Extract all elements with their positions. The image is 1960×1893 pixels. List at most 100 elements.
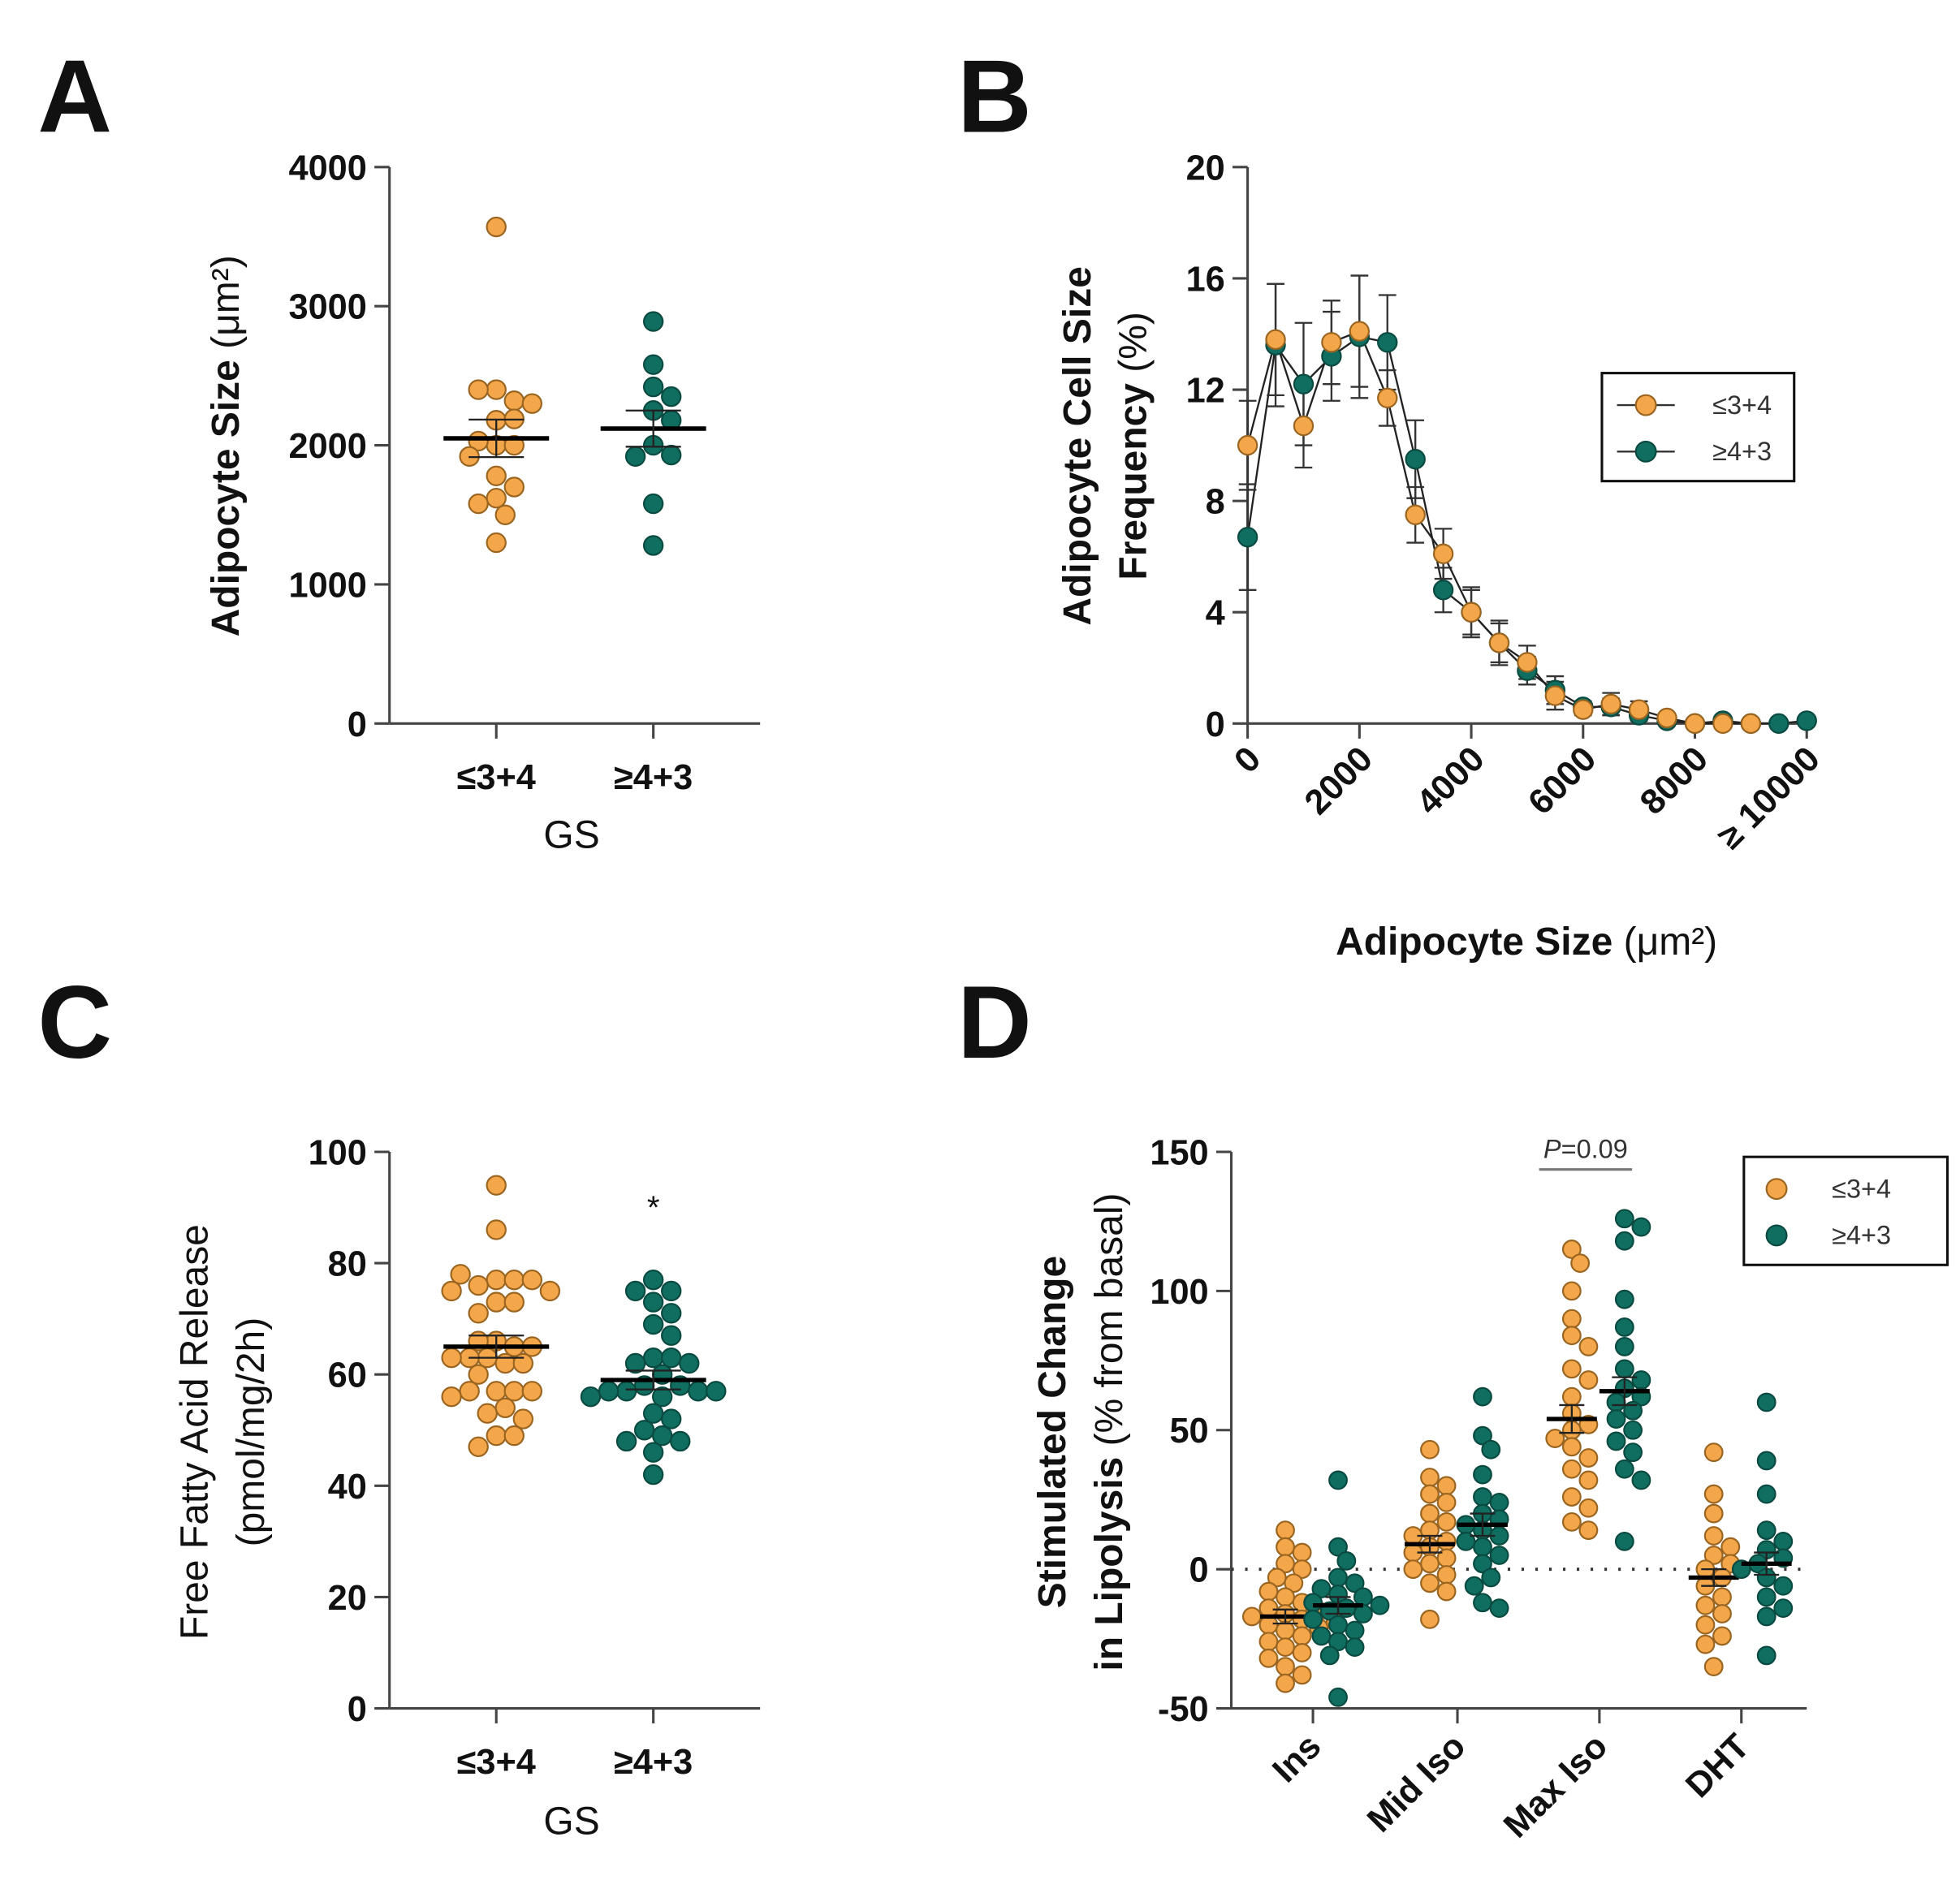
- data-point: [1461, 602, 1482, 623]
- panel-letter-b: B: [957, 38, 1032, 153]
- data-point: [1768, 713, 1789, 735]
- legend-marker: [1634, 394, 1657, 416]
- data-point: [1578, 1448, 1599, 1468]
- data-point: [512, 1408, 534, 1429]
- panel-b-ylabel-line2: Frequency (%): [1112, 312, 1155, 580]
- data-point: [1489, 1492, 1509, 1512]
- y-tick-label: 8: [1206, 483, 1225, 522]
- y-tick-label: 20: [1186, 149, 1225, 188]
- data-point: [1614, 1531, 1634, 1551]
- data-point: [1561, 1459, 1582, 1479]
- data-point: [1481, 1567, 1501, 1588]
- data-point: [1561, 1386, 1582, 1407]
- data-point: [642, 1347, 664, 1369]
- p-value: =0.09: [1561, 1135, 1628, 1164]
- panel-letter-a: A: [37, 38, 112, 153]
- data-point: [1436, 1476, 1457, 1496]
- data-point: [1695, 1595, 1716, 1615]
- y-tick-label: 100: [1150, 1273, 1208, 1312]
- data-point: [441, 1280, 462, 1302]
- data-point: [1456, 1531, 1476, 1551]
- data-point: [598, 1381, 620, 1402]
- data-point: [1303, 1593, 1323, 1613]
- data-point: [468, 1303, 489, 1324]
- data-point: [1473, 1554, 1492, 1574]
- data-point: [1578, 1337, 1599, 1356]
- data-point: [1614, 1209, 1634, 1229]
- data-point: [1473, 1487, 1492, 1507]
- data-point: [1345, 1637, 1365, 1658]
- data-point: [1703, 1526, 1724, 1546]
- data-point: [1703, 1442, 1724, 1463]
- y-tick-label: 0: [1206, 705, 1225, 744]
- data-point: [1684, 713, 1706, 735]
- data-point: [459, 1381, 480, 1402]
- y-tick-label: 40: [328, 1468, 367, 1507]
- data-point: [1631, 1470, 1651, 1490]
- data-point: [1606, 1431, 1626, 1451]
- data-point: [1606, 1409, 1626, 1429]
- y-tick-label: 150: [1150, 1133, 1208, 1172]
- data-point: [642, 1313, 664, 1335]
- data-point: [1703, 1484, 1724, 1504]
- data-point: [1328, 1470, 1348, 1490]
- data-point: [1703, 1546, 1724, 1565]
- legend-label: ≥4+3: [1712, 437, 1772, 466]
- data-point: [1370, 1595, 1390, 1615]
- data-point: [1345, 1620, 1365, 1641]
- data-point: [1377, 332, 1398, 353]
- panel-c-ylabel-line1: Free Fatty Acid Release: [173, 1224, 216, 1640]
- data-point: [1756, 1451, 1777, 1471]
- data-point: [642, 311, 664, 332]
- data-point: [1712, 713, 1733, 735]
- data-point: [1773, 1531, 1794, 1551]
- p-symbol: P: [1543, 1135, 1561, 1164]
- data-point: [1265, 329, 1286, 351]
- panel-c: C Free Fatty Acid Release (pmol/mg/2h) G…: [37, 964, 761, 1843]
- y-tick-label: 0: [348, 1690, 367, 1729]
- data-point: [1796, 710, 1817, 731]
- legend-label: ≤3+4: [1832, 1174, 1891, 1203]
- y-tick-label: 3000: [288, 288, 366, 327]
- data-point: [1489, 1546, 1509, 1565]
- y-tick-label: 12: [1186, 371, 1225, 410]
- data-point: [1432, 580, 1454, 601]
- data-point: [1420, 1484, 1440, 1504]
- data-point: [1237, 526, 1258, 548]
- data-point: [1756, 1587, 1777, 1607]
- data-point: [1276, 1554, 1295, 1574]
- data-point: [1473, 1464, 1492, 1485]
- significance-asterisk: *: [647, 1189, 660, 1226]
- data-point: [1420, 1609, 1440, 1629]
- panel-a-xlabel: GS: [543, 814, 599, 857]
- data-point: [615, 1430, 637, 1452]
- data-point: [1561, 1309, 1582, 1329]
- data-point: [1276, 1587, 1295, 1607]
- xlabel-main: Adipocyte Size: [1336, 921, 1612, 964]
- panel-b: B Adipocyte Cell Size Frequency (%) Adip…: [957, 38, 1828, 964]
- data-point: [503, 1291, 525, 1313]
- ylabel-unit: (% from basal): [1088, 1193, 1131, 1457]
- data-point: [1328, 1567, 1348, 1588]
- data-point: [1614, 1459, 1634, 1479]
- data-point: [1377, 387, 1398, 408]
- y-tick-label: 60: [328, 1356, 367, 1395]
- data-point: [1321, 332, 1342, 353]
- panel-letter-d: D: [957, 964, 1032, 1080]
- data-point: [512, 1352, 534, 1374]
- data-point: [1703, 1657, 1724, 1677]
- data-point: [1420, 1554, 1440, 1574]
- data-point: [1614, 1317, 1634, 1337]
- data-point: [1712, 1626, 1732, 1646]
- x-tick-label: ≤3+4: [457, 758, 536, 797]
- data-point: [539, 1280, 561, 1302]
- data-point: [468, 379, 489, 400]
- data-point: [1740, 713, 1762, 735]
- data-point: [486, 1425, 507, 1447]
- data-point: [1561, 1487, 1582, 1507]
- data-point: [642, 376, 664, 398]
- x-tick-label: DHT: [1678, 1727, 1757, 1805]
- data-point: [642, 354, 664, 375]
- data-point: [468, 1436, 489, 1458]
- data-point: [642, 1464, 664, 1486]
